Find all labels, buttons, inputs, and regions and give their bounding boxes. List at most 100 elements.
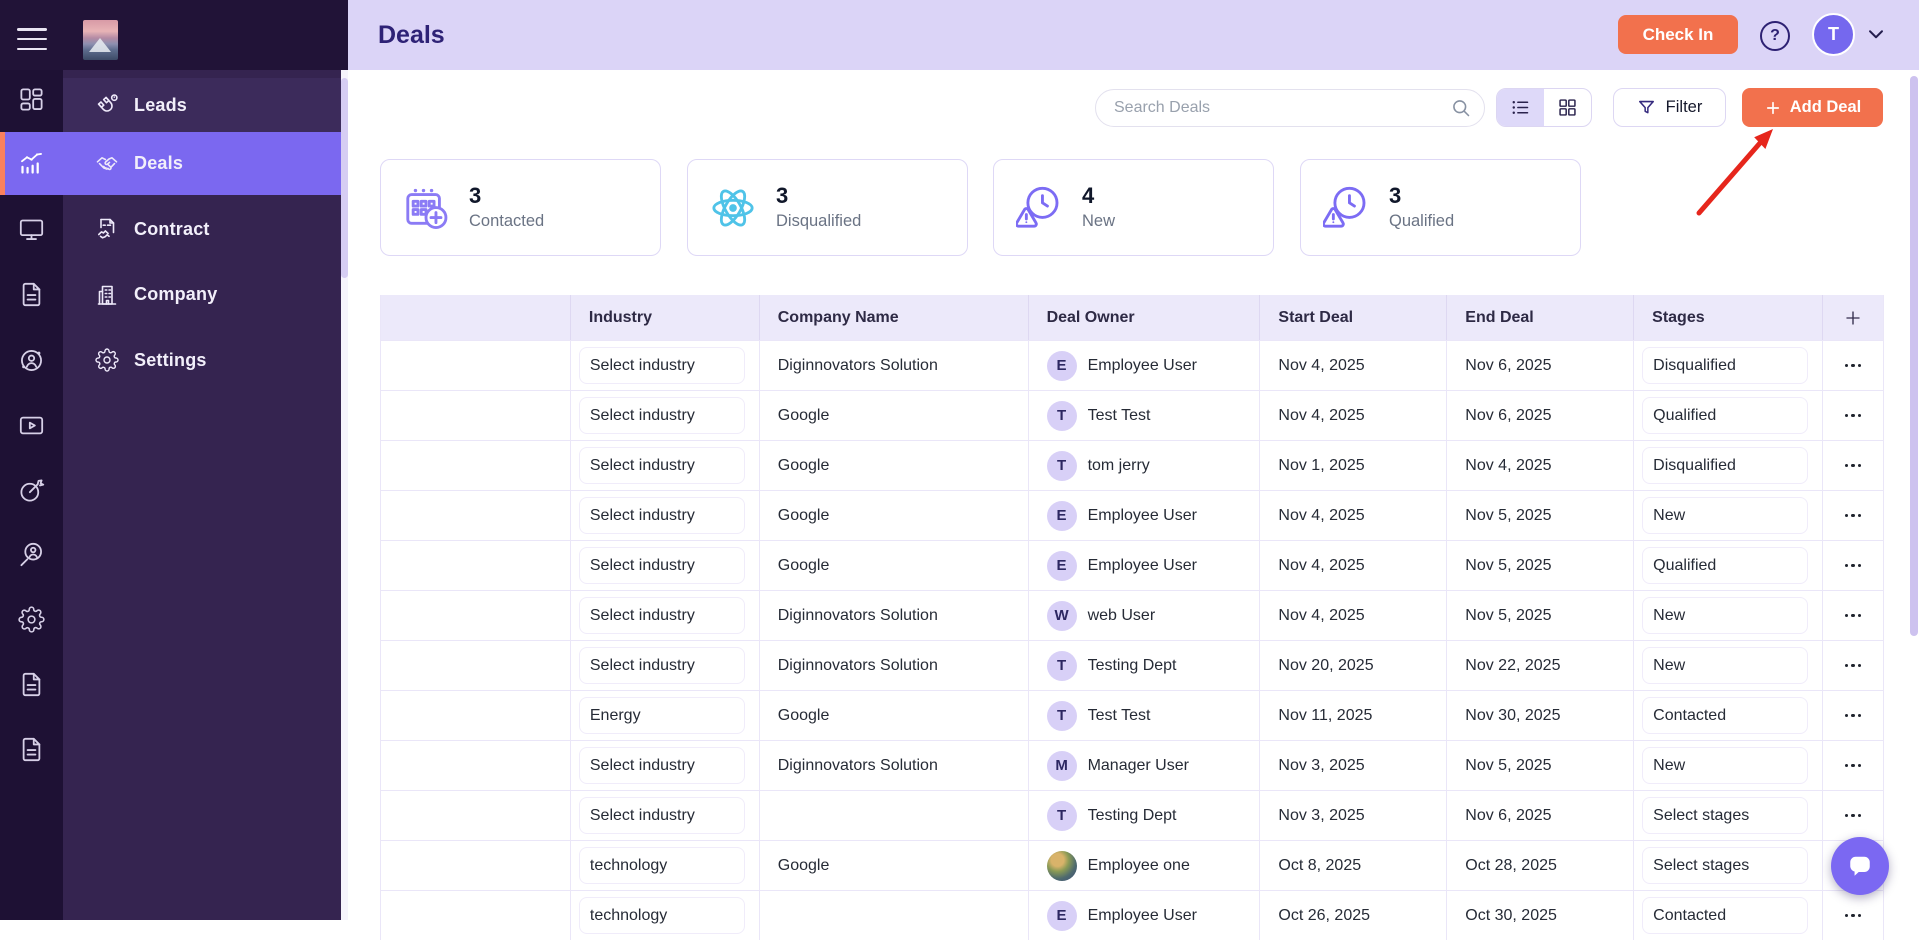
chevron-down-icon[interactable] [1867,28,1885,42]
stage-select[interactable]: Disqualified [1642,447,1809,484]
industry-select[interactable]: Energy [578,697,745,734]
stat-card-qualified[interactable]: 3 Qualified [1300,159,1581,256]
help-icon[interactable]: ? [1760,21,1790,51]
sidebar-scrollbar-thumb[interactable] [341,78,348,278]
sidebar-item-deals[interactable]: Deals [63,132,341,195]
stat-card-contacted[interactable]: 3 Contacted [380,159,661,256]
industry-select[interactable]: Select industry [578,347,745,384]
row-actions-button[interactable] [1841,556,1866,576]
row-select-cell[interactable] [381,541,571,590]
stage-select[interactable]: Contacted [1642,697,1809,734]
magnet-icon [95,93,119,117]
company-cell: Google [760,391,1029,440]
stage-select[interactable]: Select stages [1642,847,1809,884]
stage-select[interactable]: Select stages [1642,797,1809,834]
page-scrollbar-thumb[interactable] [1910,76,1918,636]
industry-select[interactable]: Select industry [578,647,745,684]
industry-select[interactable]: Select industry [578,597,745,634]
company-cell: Google [760,441,1029,490]
row-actions-button[interactable] [1841,756,1866,776]
video-icon[interactable] [18,412,45,439]
row-actions-button[interactable] [1841,606,1866,626]
sidebar-item-contract[interactable]: Contract [63,195,341,263]
start-deal-cell: Nov 11, 2025 [1260,691,1448,740]
contacts-icon[interactable] [18,347,45,374]
document-icon[interactable] [18,671,45,698]
document-icon[interactable] [18,736,45,763]
row-actions-button[interactable] [1841,806,1866,826]
sidebar-item-settings[interactable]: Settings [63,326,341,394]
start-deal-cell: Nov 3, 2025 [1260,791,1448,840]
industry-select[interactable]: technology [578,847,745,884]
row-select-cell[interactable] [381,891,571,940]
gear-icon[interactable] [18,606,45,633]
grid-view-button[interactable] [1544,89,1591,126]
monitor-icon[interactable] [18,216,45,243]
document-icon[interactable] [18,281,45,308]
row-actions-button[interactable] [1841,406,1866,426]
target-icon[interactable] [18,477,45,504]
stage-select[interactable]: Qualified [1642,397,1809,434]
industry-select[interactable]: Select industry [578,397,745,434]
add-deal-button[interactable]: Add Deal [1742,88,1883,127]
row-select-cell[interactable] [381,691,571,740]
chat-widget-button[interactable] [1831,837,1889,895]
search-input[interactable] [1095,89,1485,127]
list-view-button[interactable] [1497,89,1544,126]
row-actions-button[interactable] [1841,506,1866,526]
sidebar-item-company[interactable]: Company [63,263,341,326]
deal-owner-cell: T Testing Dept [1029,641,1261,690]
stat-card-new[interactable]: 4 New [993,159,1274,256]
add-column-button[interactable] [1823,295,1883,340]
stage-select[interactable]: Contacted [1642,897,1809,934]
row-select-cell[interactable] [381,391,571,440]
row-actions-button[interactable] [1841,456,1866,476]
row-select-cell[interactable] [381,341,571,390]
row-select-cell[interactable] [381,441,571,490]
stat-card-disqualified[interactable]: 3 Disqualified [687,159,968,256]
industry-select[interactable]: Select industry [578,547,745,584]
owner-name: Testing Dept [1087,806,1177,824]
owner-name: Employee User [1087,556,1197,574]
company-cell: Diginnovators Solution [760,641,1029,690]
row-select-cell[interactable] [381,591,571,640]
search-icon[interactable] [1451,98,1471,118]
start-deal-cell: Nov 20, 2025 [1260,641,1448,690]
check-in-button[interactable]: Check In [1618,15,1738,54]
row-select-cell[interactable] [381,491,571,540]
stage-select[interactable]: New [1642,497,1809,534]
industry-select[interactable]: Select industry [578,497,745,534]
stage-select[interactable]: New [1642,647,1809,684]
industry-select[interactable]: technology [578,897,745,934]
owner-avatar: E [1046,500,1077,531]
industry-select[interactable]: Select industry [578,447,745,484]
row-select-cell[interactable] [381,741,571,790]
filter-button[interactable]: Filter [1613,88,1726,127]
search-user-icon[interactable] [18,541,45,568]
row-actions-button[interactable] [1841,656,1866,676]
sidebar-item-leads[interactable]: Leads [63,78,341,132]
analytics-icon[interactable] [18,150,45,177]
stage-select[interactable]: Qualified [1642,547,1809,584]
owner-name: tom jerry [1087,456,1150,474]
row-actions-button[interactable] [1841,906,1866,926]
row-select-cell[interactable] [381,841,571,890]
stage-select[interactable]: New [1642,597,1809,634]
company-cell: Google [760,541,1029,590]
row-select-cell[interactable] [381,791,571,840]
row-actions-button[interactable] [1841,706,1866,726]
end-deal-cell: Nov 5, 2025 [1447,491,1635,540]
stage-select[interactable]: New [1642,747,1809,784]
row-actions-button[interactable] [1841,356,1866,376]
owner-name: Testing Dept [1087,656,1177,674]
owner-avatar: T [1046,400,1077,431]
menu-toggle-icon[interactable] [17,28,47,50]
stage-select[interactable]: Disqualified [1642,347,1809,384]
row-select-cell[interactable] [381,641,571,690]
dashboard-icon[interactable] [18,86,45,113]
user-avatar[interactable]: T [1812,13,1855,56]
industry-select[interactable]: Select industry [578,747,745,784]
table-row: technology E Employee User Oct 26, 2025 Oct … [381,890,1883,940]
industry-select[interactable]: Select industry [578,797,745,834]
